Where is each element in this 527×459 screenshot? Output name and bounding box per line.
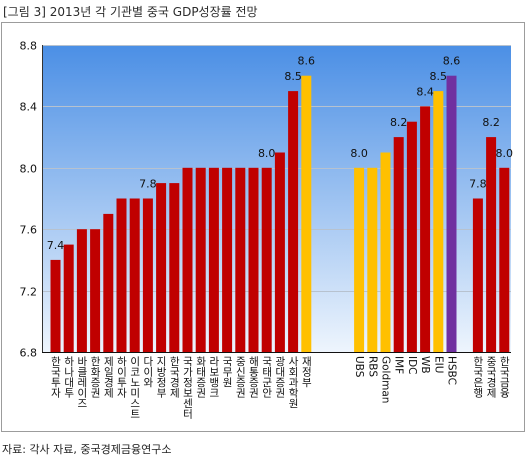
data-label: 8.4 [416, 85, 434, 98]
y-tick-label: 8.8 [20, 40, 38, 53]
data-label: 8.5 [430, 70, 448, 83]
x-category-label: UBS [353, 356, 366, 378]
data-label: 8.2 [390, 116, 408, 129]
y-tick-label: 7.2 [20, 286, 38, 299]
data-label: 8.5 [284, 70, 302, 83]
bar [50, 259, 61, 352]
data-labels: 7.4 7.8 8.0 8.5 8.6 8.0 8.2 8.4 8.5 8.6 7.8 8.2 8.0 [47, 55, 513, 252]
bar [103, 213, 114, 352]
x-category-label: 한화증권 [89, 356, 102, 398]
x-category-label: 국태군안 [260, 356, 273, 398]
x-category-label: 이코노미스트 [128, 356, 141, 419]
x-category-label: 하나대투 [62, 356, 75, 398]
bar [499, 167, 510, 352]
x-category-label: 재정부 [300, 356, 313, 388]
bar [367, 167, 378, 352]
x-category-label: 국가정보센터 [181, 356, 194, 419]
data-label: 8.6 [298, 55, 316, 68]
x-category-label: 중국경제 [485, 356, 498, 398]
x-category-label: 한국경제 [168, 356, 181, 398]
data-label: 8.0 [350, 147, 368, 160]
figure-title: [그림 3] 2013년 각 기관별 중국 GDP성장률 전망 [3, 5, 258, 19]
bar [446, 75, 457, 352]
x-category-label: 국무원 [221, 356, 234, 388]
y-tick-label: 7.6 [20, 224, 38, 237]
y-tick-label: 8.4 [20, 101, 38, 114]
bar [301, 75, 312, 352]
bar [195, 167, 206, 352]
bar [406, 121, 417, 352]
bar [288, 91, 299, 352]
bar [420, 106, 431, 353]
x-category-label: 라보뱅크 [207, 356, 220, 398]
bar [235, 167, 246, 352]
bar [90, 229, 101, 352]
bar [76, 229, 87, 352]
bar [63, 244, 74, 352]
bar [472, 198, 483, 352]
x-category-label: 한국투자 [49, 356, 62, 398]
bar [116, 198, 127, 352]
bar [222, 167, 233, 352]
bar [142, 198, 153, 352]
data-label: 7.8 [139, 178, 157, 191]
x-category-label: RBS [366, 356, 379, 377]
x-category-label: 한국금융 [498, 356, 511, 398]
data-label: 8.2 [482, 116, 500, 129]
x-category-label: 하이투자 [115, 356, 128, 398]
y-tick-label: 8.0 [20, 163, 38, 176]
data-label: 8.0 [496, 147, 514, 160]
x-category-label: 해통증권 [247, 356, 260, 398]
x-category-label: EIU [432, 356, 445, 374]
x-category-label: 바클레이즈 [75, 356, 88, 409]
bar [182, 167, 193, 352]
x-category-label: HSBC [445, 356, 458, 385]
bar [261, 167, 272, 352]
x-category-label: 화태증권 [194, 356, 207, 398]
source-note: 자료: 각사 자료, 중국경제금융연구소 [2, 443, 172, 456]
x-category-label: 다이와 [141, 356, 154, 388]
data-label: 7.8 [469, 178, 487, 191]
bar [129, 198, 140, 352]
bar [433, 91, 444, 352]
x-category-label: IMF [392, 356, 405, 375]
x-category-label: 지방정부 [155, 356, 168, 398]
bar [380, 152, 391, 352]
data-label: 7.4 [47, 239, 65, 252]
x-category-label: 광대증권 [273, 356, 286, 398]
chart-frame [1, 22, 525, 432]
y-tick-label: 6.8 [20, 347, 38, 360]
data-label: 8.0 [258, 147, 276, 160]
bar-series [50, 75, 510, 353]
bar [169, 183, 180, 352]
x-category-label: IDC [405, 356, 418, 375]
bar [208, 167, 219, 352]
data-label: 8.6 [443, 55, 461, 68]
x-category-label: 제일경제 [102, 356, 115, 398]
x-category-label: 한국은행 [471, 356, 484, 398]
x-category-label: Goldman [379, 356, 392, 404]
bar [393, 137, 404, 352]
bar [486, 137, 497, 352]
bar [156, 183, 167, 352]
x-category-label: 중신증권 [234, 356, 247, 398]
x-category-label: WB [419, 356, 432, 374]
x-category-label: 사회과학원 [287, 356, 300, 409]
bar [354, 167, 365, 352]
bar [248, 167, 259, 352]
bar [274, 152, 285, 352]
